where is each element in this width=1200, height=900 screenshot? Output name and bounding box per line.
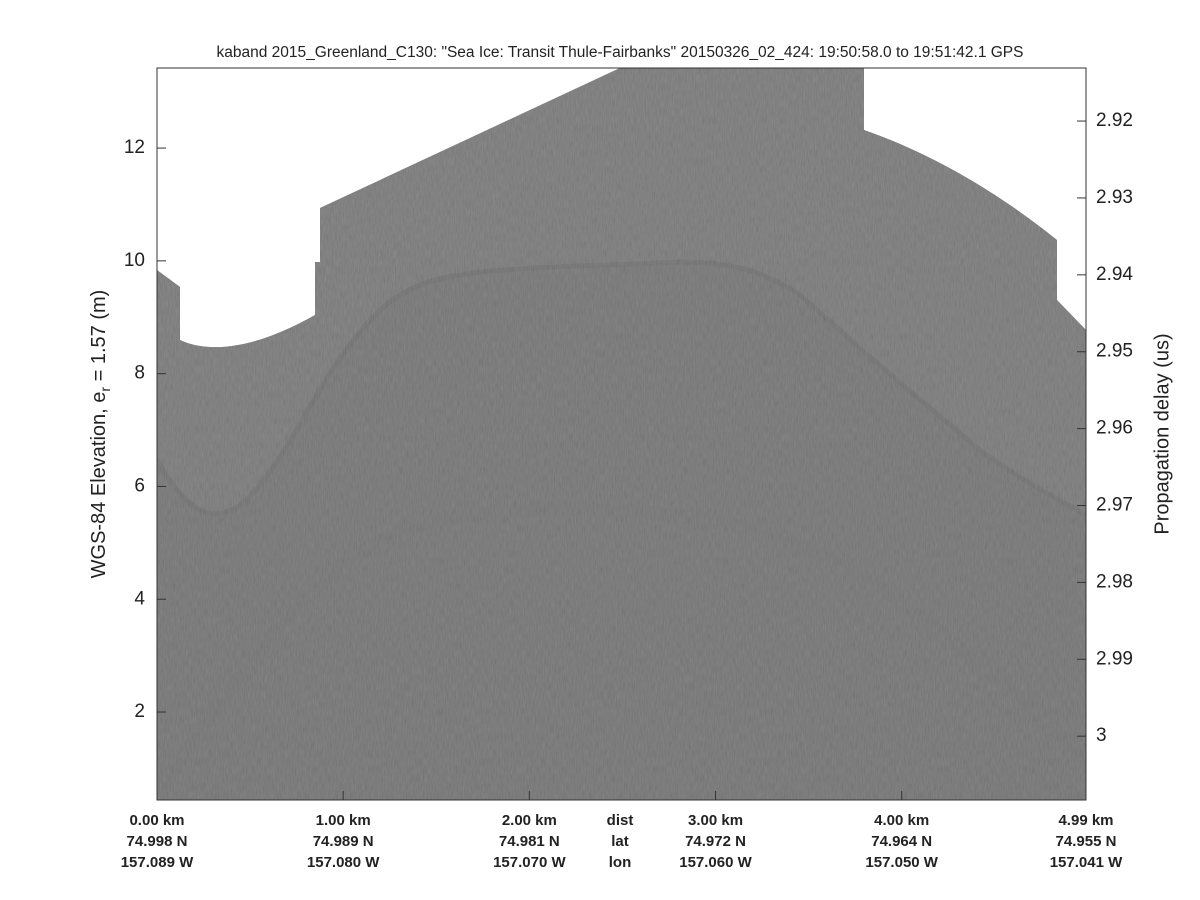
y-tick-label: 8 [134,363,145,384]
x-tick-label: 1.00 km [316,812,371,829]
x-tick-lat: 74.972 N [685,833,746,850]
x-row-label: dist [607,812,634,829]
x-tick-lon: 157.060 W [679,854,752,871]
x-tick-lon: 157.080 W [307,854,380,871]
chart-title: kaband 2015_Greenland_C130: "Sea Ice: Tr… [217,44,1024,61]
y-tick-label: 4 [134,588,145,609]
y-label-rest: = 1.57 (m) [88,290,110,387]
y2-tick-label: 2.95 [1096,341,1133,362]
x-tick-lat: 74.998 N [127,833,188,850]
axes-box [156,67,1087,801]
x-tick-lon: 157.041 W [1050,854,1123,871]
x-tick-lat: 74.964 N [871,833,932,850]
x-tick-label: 4.99 km [1058,812,1113,829]
x-tick-label: 2.00 km [502,812,557,829]
y-label-main: WGS-84 Elevation, e [88,392,110,579]
x-tick-lat: 74.955 N [1056,833,1117,850]
y2-tick-label: 2.96 [1096,418,1133,439]
y2-tick-label: 2.94 [1096,264,1133,285]
y2-tick-label: 2.93 [1096,187,1133,208]
y2-tick-label: 3 [1096,725,1107,746]
x-tick-lat: 74.989 N [313,833,374,850]
y-tick-label: 2 [134,701,145,722]
x-tick-label: 3.00 km [688,812,743,829]
y-label-sub: r [97,387,113,392]
y2-tick-label: 2.98 [1096,571,1133,592]
y2-tick-label: 2.92 [1096,110,1133,131]
y-tick-label: 6 [134,475,145,496]
y-tick-label: 10 [124,250,145,271]
x-row-label: lat [611,833,629,850]
x-tick-label: 0.00 km [129,812,184,829]
y2-tick-label: 2.97 [1096,495,1133,516]
x-tick-lon: 157.070 W [493,854,566,871]
y-axis-label: WGS-84 Elevation, er = 1.57 (m) [88,290,112,579]
y2-tick-label: 2.99 [1096,648,1133,669]
x-tick-label: 4.00 km [874,812,929,829]
x-tick-lat: 74.981 N [499,833,560,850]
x-tick-lon: 157.050 W [865,854,938,871]
x-row-label: lon [609,854,632,871]
x-tick-lon: 157.089 W [121,854,194,871]
y-tick-label: 12 [124,137,145,158]
y2-axis-label: Propagation delay (us) [1151,333,1173,534]
